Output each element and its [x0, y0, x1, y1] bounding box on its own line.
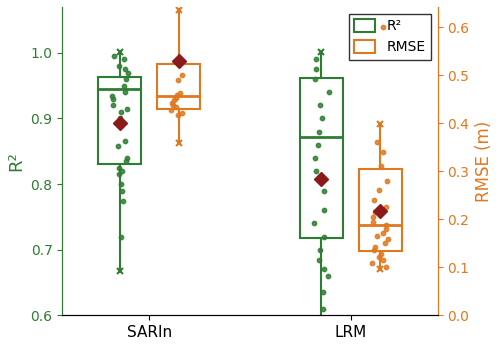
Point: [114, 171, 122, 177]
Point: [375, 254, 383, 260]
Point: [379, 257, 387, 263]
Point: [117, 109, 125, 115]
Point: [310, 342, 318, 347]
Point: [320, 188, 328, 193]
Point: [314, 142, 322, 147]
Point: [320, 266, 328, 272]
Point: [319, 306, 327, 312]
PathPatch shape: [98, 77, 142, 164]
Point: [118, 168, 126, 174]
Point: [379, 149, 387, 155]
Point: [368, 214, 376, 220]
Point: [122, 158, 130, 164]
Point: [371, 209, 379, 215]
Point: [316, 247, 324, 253]
Point: [110, 96, 118, 102]
Y-axis label: R²: R²: [7, 151, 25, 171]
Point: [122, 106, 130, 111]
Point: [382, 264, 390, 270]
Point: [376, 164, 384, 169]
Point: [116, 181, 124, 187]
Point: [320, 208, 328, 213]
Point: [108, 93, 116, 98]
Point: [172, 104, 179, 110]
Point: [310, 76, 318, 82]
Point: [315, 129, 323, 134]
Point: [316, 103, 324, 108]
Point: [118, 188, 126, 193]
Point: [371, 244, 379, 250]
Point: [176, 91, 184, 96]
Point: [168, 100, 176, 106]
Point: [116, 63, 124, 69]
Point: [382, 226, 390, 232]
Point: [115, 165, 123, 170]
Point: [311, 155, 319, 161]
Point: [120, 57, 128, 62]
Point: [122, 90, 130, 95]
Point: [110, 53, 118, 59]
Point: [368, 261, 376, 266]
Point: [375, 188, 383, 193]
Point: [373, 233, 381, 239]
PathPatch shape: [358, 169, 402, 252]
Point: [373, 139, 381, 145]
Point: [174, 93, 182, 98]
Point: [120, 139, 128, 144]
Point: [377, 251, 385, 257]
Point: [370, 197, 378, 203]
Y-axis label: RMSE (m): RMSE (m): [475, 120, 493, 202]
Point: [312, 67, 320, 72]
Point: [320, 234, 328, 239]
Point: [379, 230, 387, 236]
Point: [174, 77, 182, 83]
Point: [312, 168, 320, 174]
Point: [174, 112, 182, 117]
Point: [116, 116, 124, 121]
Point: [384, 178, 392, 184]
Point: [167, 107, 175, 112]
Point: [120, 198, 128, 203]
Point: [384, 237, 392, 242]
Point: [315, 257, 323, 262]
Point: [382, 204, 390, 210]
PathPatch shape: [158, 64, 200, 109]
PathPatch shape: [300, 78, 343, 238]
Point: [370, 219, 378, 225]
Point: [324, 273, 332, 279]
Point: [120, 83, 128, 88]
Point: [114, 143, 122, 149]
Point: [172, 95, 180, 101]
Point: [124, 70, 132, 75]
Point: [178, 110, 186, 116]
Point: [370, 248, 378, 253]
Point: [124, 155, 132, 161]
Point: [319, 290, 327, 295]
Point: [170, 98, 178, 103]
Point: [381, 240, 389, 246]
Point: [319, 326, 327, 331]
Point: [122, 76, 130, 82]
Point: [325, 90, 333, 95]
Point: [379, 24, 387, 30]
Point: [382, 222, 390, 228]
Point: [120, 67, 128, 72]
Point: [109, 103, 117, 108]
Point: [312, 57, 320, 62]
Point: [116, 234, 124, 239]
Point: [178, 73, 186, 78]
Point: [310, 221, 318, 226]
Point: [169, 102, 177, 108]
Point: [318, 116, 326, 121]
Legend: R², RMSE: R², RMSE: [348, 14, 431, 60]
